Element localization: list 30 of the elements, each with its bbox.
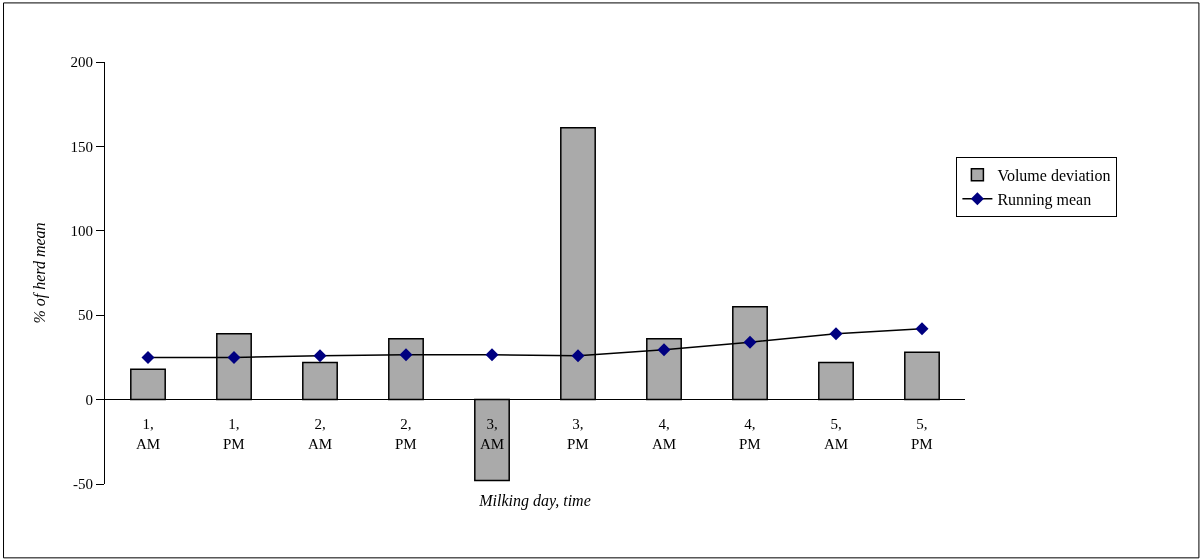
x-tick-label: 4, AM: [652, 416, 677, 452]
point: [915, 322, 929, 336]
y-tick-label: 100: [70, 223, 93, 240]
x-axis-title: Milking day, time: [478, 491, 591, 510]
x-tick-label: 2, AM: [308, 416, 333, 452]
x-tick-label: 5, AM: [824, 416, 849, 452]
point: [743, 335, 757, 349]
y-tick-label: -50: [73, 476, 93, 493]
point: [399, 348, 413, 362]
y-tick-label: 0: [85, 391, 93, 408]
x-tick-label: 1, AM: [136, 416, 161, 452]
x-tick-label: 3, AM: [480, 416, 505, 452]
x-tick-label: 3, PM: [567, 416, 589, 452]
y-tick-label: 150: [70, 138, 93, 155]
point: [313, 349, 327, 363]
x-tick-label: 2, PM: [395, 416, 417, 452]
legend-label: Running mean: [997, 190, 1092, 209]
y-axis-title: % of herd mean: [31, 222, 50, 324]
x-tick-label: 1, PM: [223, 416, 245, 452]
x-tick-label: 5, PM: [911, 416, 933, 452]
point: [227, 350, 241, 364]
point: [571, 349, 585, 363]
y-tick-label: 200: [70, 54, 93, 71]
point: [657, 343, 671, 357]
point: [829, 327, 843, 341]
point: [141, 350, 155, 364]
legend-label: Volume deviation: [997, 167, 1111, 185]
y-tick-label: 50: [78, 307, 93, 324]
point: [485, 348, 499, 362]
x-tick-label: 4, PM: [739, 416, 761, 452]
